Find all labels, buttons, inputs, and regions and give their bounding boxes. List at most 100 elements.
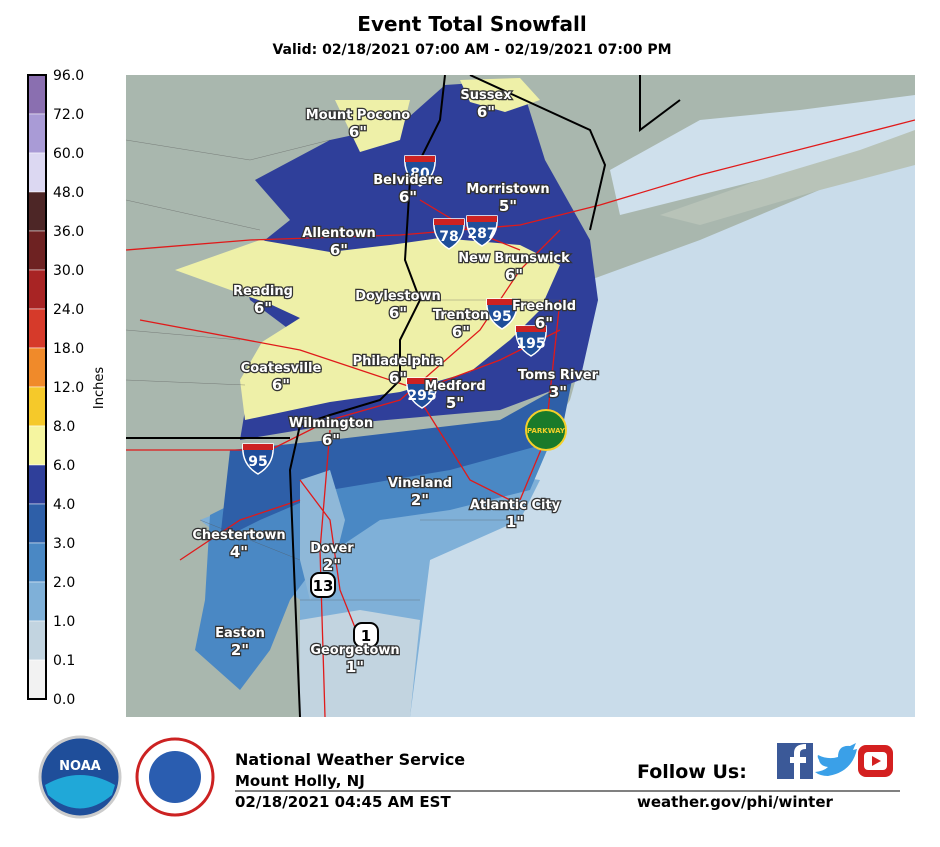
legend-swatch (27, 308, 47, 349)
place-name: Wilmington (289, 416, 373, 431)
place-name: New Brunswick (458, 251, 570, 266)
legend-swatch (27, 230, 47, 271)
legend-swatch (27, 581, 47, 622)
place-amount: 6" (389, 304, 407, 322)
place-name: Chestertown (192, 528, 285, 543)
place-amount: 2" (411, 491, 429, 509)
place-amount: 6" (389, 369, 407, 387)
legend-label: 0.1 (53, 653, 75, 669)
place-amount: 6" (535, 314, 553, 332)
legend-swatch (27, 503, 47, 544)
interstate-band (243, 444, 273, 450)
title: Event Total Snowfall (357, 12, 586, 36)
county-lines (126, 139, 560, 601)
interstate-band (405, 156, 435, 162)
legend-swatch (27, 386, 47, 427)
legend-label: 1.0 (53, 614, 75, 630)
interstate-shield (406, 377, 438, 409)
legend-label: 6.0 (53, 458, 75, 474)
follow-us: Follow Us: (637, 761, 747, 783)
footer: NOAA National Weather Service Mount Holl… (38, 735, 900, 819)
place-amount: 5" (446, 394, 464, 412)
delaware-bay (300, 470, 345, 600)
shield-label: 80 (410, 166, 430, 182)
twitter-icon[interactable] (815, 743, 857, 776)
legend-swatch (27, 425, 47, 466)
zone-01-1 (300, 610, 420, 717)
place-name: Atlantic City (470, 498, 561, 513)
zone-3-4 (220, 380, 572, 540)
legend-swatch (27, 191, 47, 232)
interstate-shield (404, 155, 436, 187)
shield-label: 78 (439, 229, 458, 245)
place-name: Reading (233, 284, 293, 299)
legend-swatch (27, 347, 47, 388)
place-name: Coatesville (241, 361, 322, 376)
place-amount: 6" (505, 266, 523, 284)
legend-label: 36.0 (53, 224, 84, 240)
legend-swatch (27, 659, 47, 700)
nws-logo-inner (149, 751, 201, 803)
interstate-band (516, 326, 546, 332)
place-name: Philadelphia (353, 354, 444, 369)
ocean (400, 150, 915, 717)
zone-6-8 (175, 238, 560, 420)
shield-label: 95 (248, 454, 267, 470)
facebook-glyph (790, 744, 806, 779)
place-amount: 6" (272, 376, 290, 394)
legend-label: 24.0 (53, 302, 84, 318)
place-name: Dover (310, 541, 354, 556)
legend-label: 60.0 (53, 146, 84, 162)
office: Mount Holly, NJ (235, 772, 365, 790)
place-name: Morristown (466, 182, 549, 197)
interstate-shield (515, 325, 547, 357)
legend-label: 2.0 (53, 575, 75, 591)
interstate-band (434, 219, 464, 225)
place-amount: 6" (399, 188, 417, 206)
legend-swatch (27, 152, 47, 193)
shield-label: 1 (361, 627, 371, 645)
place-name: Toms River (518, 368, 599, 383)
place-amount: 6" (254, 299, 272, 317)
place-name: Vineland (388, 476, 452, 491)
legend-label: 30.0 (53, 263, 84, 279)
noaa-logo-wave (45, 775, 115, 809)
parkway-shield (525, 409, 567, 451)
zone-6-8 (335, 100, 410, 152)
interstate-band (487, 299, 517, 305)
legend: 96.0 72.0 60.0 48.0 36.0 30.0 24.0 18.0 12.0 8.0 6… (27, 68, 84, 708)
interstate-band (467, 216, 497, 222)
youtube-play (872, 756, 881, 766)
url: weather.gov/phi/winter (637, 793, 833, 811)
state-borders (126, 75, 681, 717)
legend-label: 12.0 (53, 380, 84, 396)
place-amount: 6" (477, 103, 495, 121)
us-shield (310, 572, 336, 598)
interstate-shield (433, 218, 465, 250)
place-amount: 2" (323, 556, 341, 574)
place-name: Trenton (433, 308, 489, 323)
long-island (660, 130, 915, 225)
shield-label: 13 (313, 577, 334, 595)
legend-label: 3.0 (53, 536, 75, 552)
place-name: Freehold (512, 299, 576, 314)
interstate-band (407, 378, 437, 384)
legend-unit: Inches (92, 367, 107, 409)
place-amount: 4" (230, 543, 248, 561)
place-amount: 6" (349, 123, 367, 141)
place-name: Georgetown (310, 643, 399, 658)
legend-frame (27, 74, 47, 700)
legend-label: 8.0 (53, 419, 75, 435)
legend-label: 18.0 (53, 341, 84, 357)
interstate-shield (242, 443, 274, 475)
place-name: Medford (424, 379, 485, 394)
map: 80 78 287 95 195 295 95 13 1 PARKWAY Mount Pocono… (126, 75, 915, 717)
place-name: Belvidere (373, 173, 443, 188)
interstate-shield (466, 215, 498, 247)
place-amount: 3" (549, 383, 567, 401)
legend-swatch (27, 542, 47, 583)
place-amount: 6" (322, 431, 340, 449)
shield-label: 287 (467, 226, 496, 242)
place-name: Doylestown (355, 289, 441, 304)
